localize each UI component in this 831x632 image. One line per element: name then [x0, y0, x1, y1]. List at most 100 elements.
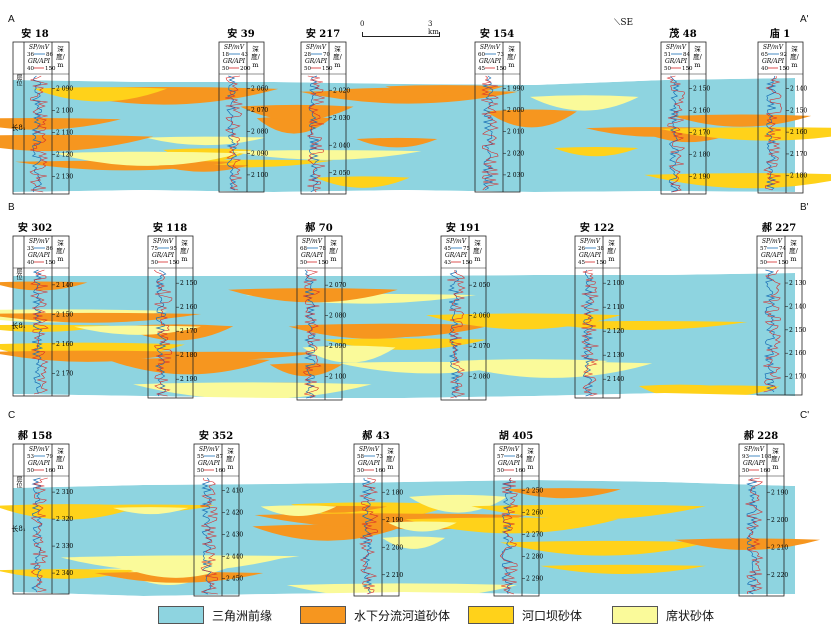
- sheet-sand-body: [387, 521, 457, 532]
- sp-max: 87: [216, 454, 223, 460]
- sp-min: 26: [578, 246, 585, 252]
- well-column-frame: [738, 443, 785, 597]
- mouth-bar-sand-body: [659, 127, 831, 141]
- gr-log-curve: [200, 477, 219, 595]
- well-name: 安 118: [153, 221, 187, 234]
- channel-sand-body: [356, 137, 438, 148]
- depth-header: m: [387, 463, 393, 471]
- gr-log-curve: [29, 75, 49, 193]
- well-column-frame: [300, 41, 347, 195]
- section-c-end: C': [800, 410, 810, 421]
- depth-tick-label: 2 140: [607, 376, 624, 383]
- sp-max: 70: [323, 52, 330, 58]
- legend-item-sheet-sand: 席状砂体: [612, 606, 714, 624]
- sp-max: 108: [761, 454, 772, 460]
- depth-tick-label: 2 150: [789, 327, 806, 334]
- depth-header: m: [252, 61, 258, 69]
- depth-tick-label: 2 450: [226, 576, 243, 583]
- channel-sand-body: [486, 109, 577, 128]
- sp-min: 28: [304, 52, 311, 58]
- sp-header: SP/mV: [763, 44, 784, 51]
- sp-header: SP/mV: [302, 238, 323, 245]
- depth-header: 深: [181, 238, 188, 247]
- depth-header: 度/: [180, 246, 190, 255]
- sp-min: 58: [357, 454, 364, 460]
- gr-header: GR/API: [305, 58, 328, 65]
- gr-max: 150: [778, 260, 789, 266]
- gr-min: 50: [357, 468, 364, 474]
- depth-header: 度/: [771, 454, 781, 463]
- sp-min: 75: [151, 246, 158, 252]
- depth-tick-label: 2 190: [771, 489, 788, 496]
- sp-header: SP/mV: [762, 238, 783, 245]
- channel-sand-body: [0, 134, 154, 152]
- direction-label: ⟍SE: [614, 18, 634, 28]
- depth-header: 度/: [693, 52, 703, 61]
- channel-sand-body: [252, 524, 404, 541]
- depth-header: 深: [57, 446, 64, 455]
- gr-min: 40: [27, 66, 34, 72]
- mouth-bar-sand-body: [553, 146, 639, 157]
- depth-tick-label: 1 990: [507, 85, 524, 92]
- depth-tick-label: 2 210: [386, 572, 403, 579]
- depth-header: m: [227, 463, 233, 471]
- gr-log-curve: [763, 269, 781, 393]
- well-column-frame: [440, 235, 487, 401]
- depth-header: 度/: [526, 454, 536, 463]
- depth-tick-label: 2 170: [56, 370, 73, 377]
- sp-min: 18: [222, 52, 229, 58]
- depth-tick-label: 2 160: [56, 341, 73, 348]
- well-column-frame: [756, 235, 803, 396]
- mouth-bar-sand-body: [540, 564, 706, 574]
- gr-header: GR/API: [665, 58, 688, 65]
- depth-tick-label: 2 170: [693, 130, 710, 137]
- se-arrow-icon: ⟍: [614, 18, 621, 28]
- gr-log-curve: [30, 269, 49, 395]
- gr-log-curve: [447, 269, 466, 399]
- sp-max: 95: [170, 246, 177, 252]
- depth-header: m: [57, 61, 63, 69]
- depth-tick-label: 2 130: [789, 280, 806, 287]
- depth-tick-label: 2 130: [607, 352, 624, 359]
- depth-tick-label: 2 140: [56, 282, 73, 289]
- section-1-panel: [0, 232, 795, 410]
- depth-tick-label: 2 100: [329, 374, 346, 381]
- legend: 三角洲前缘 水下分流河道砂体 河口坝砂体 席状砂体: [150, 606, 830, 628]
- sp-min: 65: [761, 52, 768, 58]
- depth-header: m: [330, 255, 336, 263]
- depth-tick-label: 2 410: [226, 488, 243, 495]
- depth-tick-label: 2 150: [790, 107, 807, 114]
- gr-log-curve: [499, 477, 519, 595]
- well-name: 安 217: [306, 27, 340, 40]
- depth-tick-label: 2 090: [251, 150, 268, 157]
- sp-log-curve: [582, 269, 595, 397]
- depth-tick-label: 2 020: [507, 150, 524, 157]
- depth-tick-label: 2 180: [790, 173, 807, 180]
- well-column-frame: [12, 235, 70, 397]
- sheet-sand-body: [145, 136, 266, 146]
- depth-tick-label: 2 180: [386, 489, 403, 496]
- depth-tick-label: 2 260: [526, 510, 543, 517]
- layer-label: 长8₁: [11, 321, 25, 330]
- depth-header: 度/: [790, 52, 800, 61]
- gr-max: 150: [596, 260, 607, 266]
- gr-max: 150: [169, 260, 180, 266]
- sp-max: 86: [46, 52, 53, 58]
- gr-max: 150: [462, 260, 473, 266]
- channel-sand-body: [0, 117, 121, 130]
- legend-swatch: [468, 606, 514, 624]
- sp-log-curve: [501, 477, 514, 595]
- sp-header: SP/mV: [29, 446, 50, 453]
- gr-max: 150: [496, 66, 507, 72]
- sp-header: SP/mV: [359, 446, 380, 453]
- channel-sand-body: [0, 281, 88, 291]
- section-a-start: A: [8, 14, 15, 25]
- section-b-end: B': [800, 202, 809, 213]
- depth-tick-label: 2 320: [56, 516, 73, 523]
